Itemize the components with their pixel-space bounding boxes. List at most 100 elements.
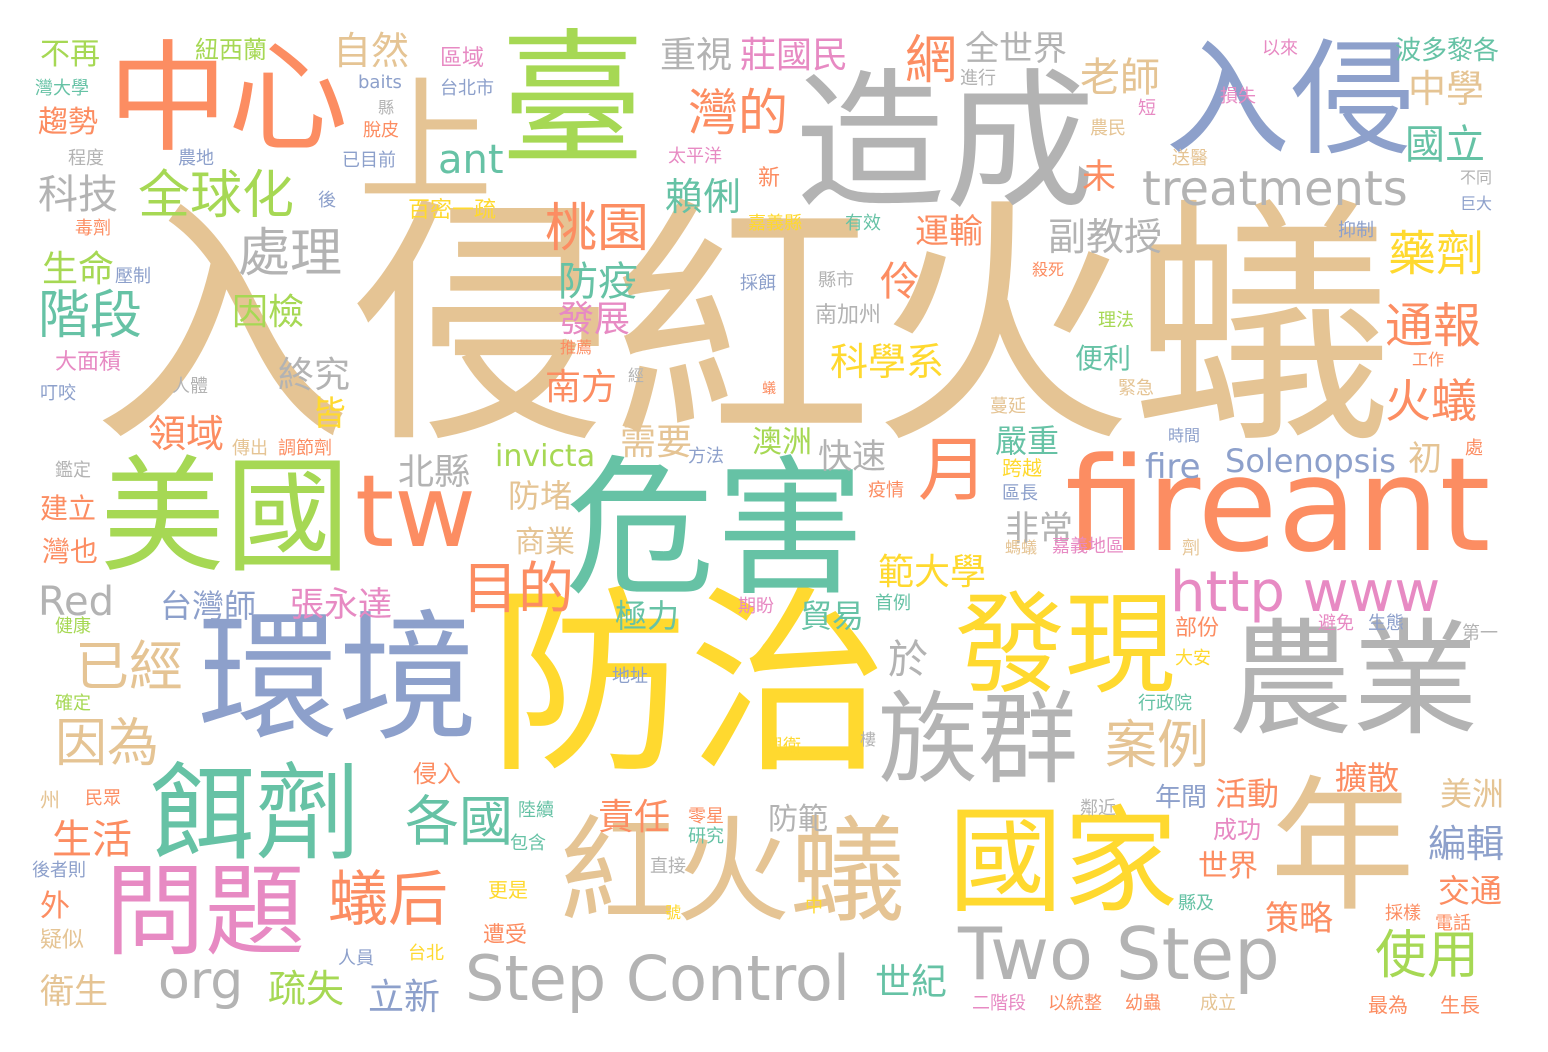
word-grow: 生長 xyxy=(1440,993,1480,1017)
word-counties: 縣市 xyxy=(818,270,854,291)
word-national: 國立 xyxy=(1405,122,1485,168)
word-chiayi-county: 嘉義縣 xyxy=(748,213,802,234)
word-fire: fire xyxy=(1145,447,1201,487)
word-personnel: 人員 xyxy=(338,948,374,969)
word-most: 最為 xyxy=(1368,993,1408,1017)
word-avoid: 避免 xyxy=(1318,613,1354,634)
word-at: 於 xyxy=(888,637,928,683)
word-north-county: 北縣 xyxy=(398,452,471,493)
word-use: 使用 xyxy=(1375,926,1480,986)
word-suffer: 遭受 xyxy=(483,923,528,948)
word-sting: 叮咬 xyxy=(40,383,76,404)
word-farmland: 農地 xyxy=(178,148,214,169)
word-living: 生活 xyxy=(52,817,132,863)
word-responsibility: 責任 xyxy=(598,797,671,838)
word-regulator: 調節劑 xyxy=(278,438,332,459)
word-guard: 防範 xyxy=(768,802,828,837)
word-all: 皆 xyxy=(312,394,346,434)
word-new-zealand: 紐西蘭 xyxy=(195,36,267,64)
word-transport: 運輸 xyxy=(915,212,983,252)
word-country: 國家 xyxy=(948,795,1179,929)
word-value: 重視 xyxy=(660,35,733,76)
word-invicta: invicta xyxy=(495,439,596,474)
word-chiayi-area: 嘉義地區 xyxy=(1052,536,1124,557)
word-different: 不同 xyxy=(1460,168,1493,187)
word-poison: 毒劑 xyxy=(75,218,111,239)
word-problem: 問題 xyxy=(105,853,305,970)
word-whole-world: 全世界 xyxy=(965,29,1067,69)
word-success: 成功 xyxy=(1213,816,1261,844)
word-large-area: 大面積 xyxy=(55,350,122,375)
word-partial: 部份 xyxy=(1175,616,1220,641)
word-ant: ant xyxy=(438,137,504,183)
word-ant-small: 蟻 xyxy=(762,381,776,397)
word-xingwei: 興衛 xyxy=(765,736,801,757)
word-identify: 鑑定 xyxy=(55,460,91,481)
word-century: 世紀 xyxy=(875,962,948,1003)
word-second-stage: 二階段 xyxy=(972,993,1026,1014)
word-executive-yuan: 行政院 xyxy=(1138,693,1192,714)
word-effective: 有效 xyxy=(845,213,881,234)
word-shang: 上 xyxy=(358,64,493,221)
word-in: 中 xyxy=(805,896,823,917)
word-number: 號 xyxy=(665,903,682,922)
word-serious: 嚴重 xyxy=(995,422,1060,460)
word-editor: 編輯 xyxy=(1428,822,1505,866)
word-already: 已經 xyxy=(75,635,183,698)
word-not-yet: 未 xyxy=(1082,157,1116,197)
word-through: 經 xyxy=(628,366,645,385)
word-report-out: 傳出 xyxy=(232,438,268,459)
word-larvae: 幼蟲 xyxy=(1125,993,1161,1014)
word-field: 領域 xyxy=(148,412,225,456)
word-recommend: 推薦 xyxy=(560,338,593,357)
word-life: 生命 xyxy=(42,249,115,290)
word-agriculture: 農業 xyxy=(1228,608,1478,753)
word-successively: 陸續 xyxy=(518,800,554,821)
word-two-step: Two Step xyxy=(958,912,1280,996)
word-strategy: 策略 xyxy=(1265,899,1333,939)
word-taiwan-university: 灣大學 xyxy=(35,78,89,99)
word-kill: 殺死 xyxy=(1032,260,1065,279)
word-south: 南方 xyxy=(545,367,618,408)
word-quarantine: 因檢 xyxy=(232,292,305,333)
word-population: 族群 xyxy=(878,681,1078,798)
word-activity: 活動 xyxy=(1215,775,1280,813)
word-damage: 危害 xyxy=(565,443,866,617)
word-convenient: 便利 xyxy=(1075,342,1132,375)
word-confirm: 確定 xyxy=(55,693,91,714)
word-already-now: 已目前 xyxy=(342,150,396,171)
word-taiwan-also: 灣也 xyxy=(42,535,99,568)
word-initial: 初 xyxy=(1408,439,1442,479)
word-process: 處理 xyxy=(238,224,343,284)
word-block: 防堵 xyxy=(508,477,573,515)
word-even-more: 更是 xyxy=(488,878,528,902)
word-middle-school: 中學 xyxy=(1408,67,1485,111)
word-red: Red xyxy=(38,579,114,625)
word-first: 第一 xyxy=(1462,623,1498,644)
word-inhibit: 抑制 xyxy=(1338,220,1374,241)
word-huge: 巨大 xyxy=(1460,194,1493,213)
word-teacher: 老師 xyxy=(1080,55,1160,101)
word-ants: 螞蟻 xyxy=(1005,538,1038,557)
word-report: 通報 xyxy=(1385,298,1482,354)
word-farmers: 農民 xyxy=(1090,118,1126,139)
word-first-case: 首例 xyxy=(875,593,911,614)
word-no-longer: 不再 xyxy=(40,37,100,72)
word-americas: 美洲 xyxy=(1440,775,1505,813)
word-discover: 發現 xyxy=(955,581,1175,709)
word-red-fire-ant: 紅火蟻 xyxy=(560,805,906,939)
word-lai-li: 賴俐 xyxy=(665,175,742,219)
word-health: 健康 xyxy=(55,616,91,637)
word-because: 因為 xyxy=(55,714,160,774)
word-eventually: 終究 xyxy=(278,355,351,396)
word-taoyuan: 桃園 xyxy=(545,199,650,259)
word-zhuang-guomin: 莊國民 xyxy=(740,35,849,76)
word-nature: 自然 xyxy=(333,29,410,73)
word-taipei-city: 台北市 xyxy=(440,78,494,99)
word-trend: 趨勢 xyxy=(38,105,98,140)
word-place: 處 xyxy=(1465,438,1483,459)
word-technology: 科技 xyxy=(38,172,118,218)
word-pacific: 太平洋 xyxy=(668,146,722,167)
word-ecology: 生態 xyxy=(1368,613,1404,634)
